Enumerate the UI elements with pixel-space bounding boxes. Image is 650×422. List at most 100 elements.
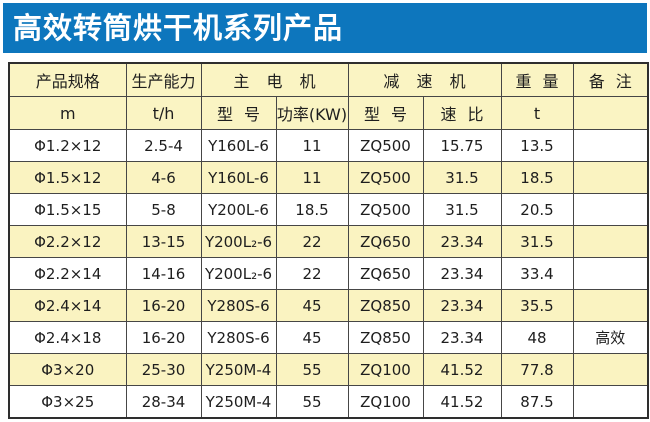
cell-weight: 18.5 bbox=[500, 161, 574, 194]
cell-reducer-model: ZQ100 bbox=[347, 353, 424, 386]
cell-motor-model: Y200L₂-6 bbox=[200, 225, 277, 258]
cell-power: 11 bbox=[275, 161, 349, 194]
table-row: Φ1.5×15 5-8 Y200L-6 18.5 ZQ500 31.5 20.5 bbox=[8, 193, 649, 226]
cell-spec: Φ1.5×12 bbox=[8, 161, 127, 194]
cell-power: 22 bbox=[275, 225, 349, 258]
cell-power: 22 bbox=[275, 257, 349, 290]
cell-motor-model: Y250M-4 bbox=[200, 385, 277, 419]
table-row: Φ2.2×12 13-15 Y200L₂-6 22 ZQ650 23.34 31… bbox=[8, 225, 649, 258]
cell-motor-model: Y280S-6 bbox=[200, 289, 277, 322]
cell-power: 45 bbox=[275, 321, 349, 354]
cell-weight: 31.5 bbox=[500, 225, 574, 258]
cell-motor-model: Y160L-6 bbox=[200, 129, 277, 162]
title-banner: 高效转筒烘干机系列产品 bbox=[3, 3, 647, 53]
header-motor-group: 主 电 机 bbox=[200, 62, 349, 97]
header-spec: 产品规格 bbox=[8, 62, 127, 97]
cell-remark bbox=[572, 161, 649, 194]
cell-weight: 33.4 bbox=[500, 257, 574, 290]
cell-weight: 87.5 bbox=[500, 385, 574, 419]
cell-motor-model: Y160L-6 bbox=[200, 161, 277, 194]
cell-reducer-model: ZQ500 bbox=[347, 129, 424, 162]
header-reducer-group: 减 速 机 bbox=[347, 62, 502, 97]
cell-power: 45 bbox=[275, 289, 349, 322]
cell-spec: Φ3×20 bbox=[8, 353, 127, 386]
cell-remark bbox=[572, 289, 649, 322]
cell-reducer-model: ZQ100 bbox=[347, 385, 424, 419]
header-capacity: 生产能力 bbox=[125, 62, 202, 97]
product-spec-table: 产品规格 生产能力 主 电 机 减 速 机 重 量 备 注 m t/h 型 号 … bbox=[8, 62, 649, 419]
cell-capacity: 16-20 bbox=[125, 321, 202, 354]
cell-power: 18.5 bbox=[275, 193, 349, 226]
cell-capacity: 14-16 bbox=[125, 257, 202, 290]
cell-capacity: 5-8 bbox=[125, 193, 202, 226]
cell-spec: Φ2.2×14 bbox=[8, 257, 127, 290]
cell-motor-model: Y200L-6 bbox=[200, 193, 277, 226]
table-row: Φ1.2×12 2.5-4 Y160L-6 11 ZQ500 15.75 13.… bbox=[8, 129, 649, 162]
cell-ratio: 23.34 bbox=[422, 289, 502, 322]
cell-power: 55 bbox=[275, 353, 349, 386]
table-row: Φ2.4×14 16-20 Y280S-6 45 ZQ850 23.34 35.… bbox=[8, 289, 649, 322]
cell-remark bbox=[572, 225, 649, 258]
header-motor-power: 功率(KW) bbox=[275, 96, 349, 130]
header-motor-model: 型 号 bbox=[200, 96, 277, 130]
cell-reducer-model: ZQ850 bbox=[347, 321, 424, 354]
cell-motor-model: Y280S-6 bbox=[200, 321, 277, 354]
cell-remark bbox=[572, 193, 649, 226]
table-row: Φ1.5×12 4-6 Y160L-6 11 ZQ500 31.5 18.5 bbox=[8, 161, 649, 194]
cell-capacity: 13-15 bbox=[125, 225, 202, 258]
header-capacity-unit: t/h bbox=[125, 96, 202, 130]
page-title: 高效转筒烘干机系列产品 bbox=[13, 11, 344, 45]
table-row: Φ3×25 28-34 Y250M-4 55 ZQ100 41.52 87.5 bbox=[8, 385, 649, 419]
cell-ratio: 15.75 bbox=[422, 129, 502, 162]
cell-remark bbox=[572, 257, 649, 290]
cell-spec: Φ3×25 bbox=[8, 385, 127, 419]
header-weight-unit: t bbox=[500, 96, 574, 130]
table-row: Φ2.2×14 14-16 Y200L₂-6 22 ZQ650 23.34 33… bbox=[8, 257, 649, 290]
cell-capacity: 28-34 bbox=[125, 385, 202, 419]
header-weight: 重 量 bbox=[500, 62, 574, 97]
cell-ratio: 41.52 bbox=[422, 385, 502, 419]
cell-motor-model: Y200L₂-6 bbox=[200, 257, 277, 290]
cell-ratio: 31.5 bbox=[422, 161, 502, 194]
cell-reducer-model: ZQ650 bbox=[347, 225, 424, 258]
cell-remark bbox=[572, 385, 649, 419]
header-reducer-ratio: 速 比 bbox=[422, 96, 502, 130]
cell-spec: Φ2.2×12 bbox=[8, 225, 127, 258]
cell-reducer-model: ZQ650 bbox=[347, 257, 424, 290]
header-reducer-model: 型 号 bbox=[347, 96, 424, 130]
header-remark-unit bbox=[572, 96, 649, 130]
cell-remark bbox=[572, 353, 649, 386]
cell-ratio: 23.34 bbox=[422, 225, 502, 258]
header-row-1: 产品规格 生产能力 主 电 机 减 速 机 重 量 备 注 bbox=[8, 62, 649, 97]
cell-capacity: 4-6 bbox=[125, 161, 202, 194]
cell-reducer-model: ZQ500 bbox=[347, 193, 424, 226]
cell-power: 55 bbox=[275, 385, 349, 419]
cell-spec: Φ1.2×12 bbox=[8, 129, 127, 162]
cell-reducer-model: ZQ500 bbox=[347, 161, 424, 194]
cell-weight: 13.5 bbox=[500, 129, 574, 162]
cell-weight: 20.5 bbox=[500, 193, 574, 226]
cell-weight: 48 bbox=[500, 321, 574, 354]
cell-remark bbox=[572, 129, 649, 162]
cell-capacity: 25-30 bbox=[125, 353, 202, 386]
header-remark: 备 注 bbox=[572, 62, 649, 97]
cell-weight: 77.8 bbox=[500, 353, 574, 386]
cell-spec: Φ2.4×14 bbox=[8, 289, 127, 322]
cell-ratio: 41.52 bbox=[422, 353, 502, 386]
cell-spec: Φ2.4×18 bbox=[8, 321, 127, 354]
cell-capacity: 2.5-4 bbox=[125, 129, 202, 162]
cell-ratio: 23.34 bbox=[422, 257, 502, 290]
table-row: Φ2.4×18 16-20 Y280S-6 45 ZQ850 23.34 48 … bbox=[8, 321, 649, 354]
cell-weight: 35.5 bbox=[500, 289, 574, 322]
cell-ratio: 23.34 bbox=[422, 321, 502, 354]
table-row: Φ3×20 25-30 Y250M-4 55 ZQ100 41.52 77.8 bbox=[8, 353, 649, 386]
cell-capacity: 16-20 bbox=[125, 289, 202, 322]
cell-power: 11 bbox=[275, 129, 349, 162]
cell-reducer-model: ZQ850 bbox=[347, 289, 424, 322]
cell-remark: 高效 bbox=[572, 321, 649, 354]
cell-ratio: 31.5 bbox=[422, 193, 502, 226]
header-row-2: m t/h 型 号 功率(KW) 型 号 速 比 t bbox=[8, 96, 649, 130]
cell-spec: Φ1.5×15 bbox=[8, 193, 127, 226]
cell-motor-model: Y250M-4 bbox=[200, 353, 277, 386]
